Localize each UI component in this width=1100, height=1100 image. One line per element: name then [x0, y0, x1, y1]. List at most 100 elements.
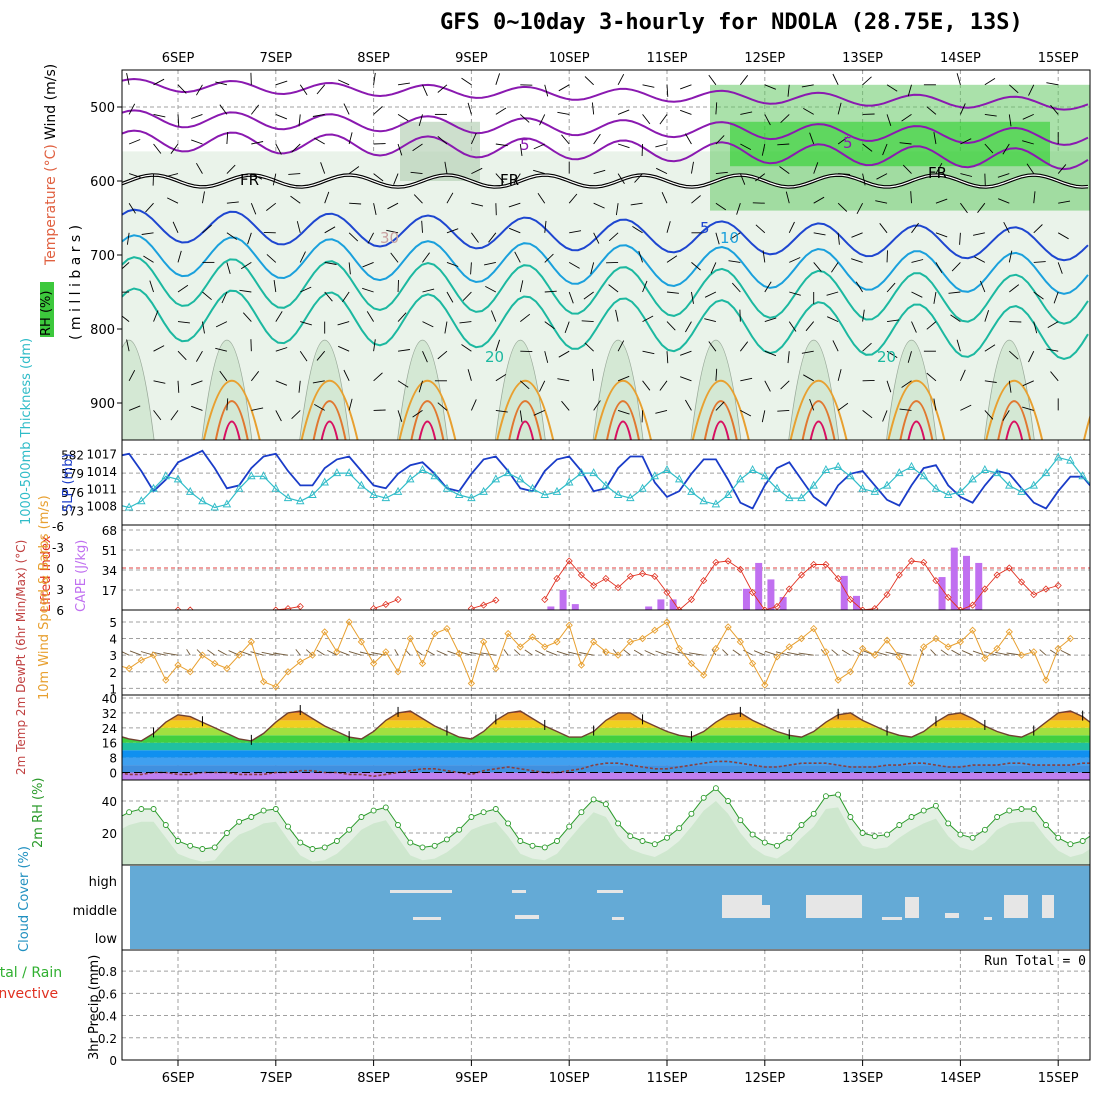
- wind-barb: [764, 350, 777, 357]
- ylabel-li: Lifted Index: [39, 535, 54, 612]
- wind-barb: [715, 171, 728, 175]
- wind-barb: [1033, 224, 1043, 234]
- wind-barb-10m: [436, 650, 448, 656]
- lifted-index-marker: [785, 585, 793, 593]
- wind-barb: [202, 321, 205, 334]
- wind-barb: [170, 410, 179, 421]
- cloud-clear-block: [1042, 895, 1054, 918]
- rh2m-marker: [896, 822, 903, 828]
- wind-barb: [76, 351, 80, 362]
- wind-speed-marker: [284, 668, 292, 676]
- thickness-marker: [271, 483, 281, 492]
- wind-barb-10m: [163, 652, 179, 656]
- wind-barb: [177, 321, 190, 324]
- wind-barb: [801, 350, 814, 354]
- temp-band: [122, 720, 1090, 728]
- wind-speed-marker: [590, 638, 598, 646]
- wind-speed-marker: [1005, 628, 1013, 636]
- thickness-line: [122, 456, 1090, 509]
- wind-barb: [593, 232, 600, 244]
- wind-barb: [128, 405, 141, 411]
- wind-barb: [153, 113, 166, 118]
- wind-speed-marker: [125, 664, 133, 673]
- cloud-clear-block: [390, 890, 452, 893]
- wind-speed-marker: [712, 644, 720, 653]
- thickness-marker: [222, 499, 232, 508]
- isotherm-warm: [496, 379, 555, 440]
- rh2m-marker: [382, 804, 389, 811]
- wind-barb: [685, 399, 692, 411]
- thickness-marker: [1091, 485, 1098, 492]
- wind-barb-10m: [722, 649, 729, 656]
- wind-barb: [519, 114, 530, 123]
- wind-barb: [642, 380, 651, 391]
- isotherm-warm: [300, 379, 359, 440]
- wind-speed-marker: [981, 654, 989, 663]
- ylabel-pressure: ( m i l l i b a r s ): [68, 225, 84, 340]
- wind-barb: [422, 351, 428, 363]
- y-tick-label-temp: 0: [109, 767, 117, 781]
- wind-speed-marker: [675, 644, 683, 653]
- wind-barb: [632, 226, 643, 234]
- wind-barb: [126, 73, 130, 85]
- wind-barb: [591, 368, 595, 381]
- thickness-marker: [369, 490, 378, 498]
- wind-barb: [73, 164, 81, 173]
- wind-barb: [177, 84, 187, 94]
- wind-speed-marker: [102, 662, 108, 668]
- ylabel-precip: 3hr Precip (mm): [87, 955, 102, 1060]
- rh2m-marker: [492, 806, 499, 812]
- x-tick-label-bottom: 15SEP: [1038, 1071, 1079, 1086]
- x-tick-label-bottom: 9SEP: [455, 1071, 488, 1086]
- x-tick-label-bottom: 6SEP: [162, 1071, 195, 1086]
- x-tick-label-top: 8SEP: [357, 51, 390, 66]
- wind-barb: [373, 173, 384, 182]
- wind-barb: [240, 262, 252, 270]
- wind-speed-marker: [198, 651, 207, 659]
- wind-barb-10m: [239, 650, 252, 656]
- cloud-clear-block: [612, 917, 624, 920]
- cape-bar: [755, 562, 763, 610]
- wind-barb: [809, 398, 815, 411]
- wind-barb: [739, 341, 749, 352]
- x-tick-label-bottom: 10SEP: [549, 1071, 590, 1086]
- rh2m-marker: [114, 816, 119, 821]
- wind-barb: [149, 280, 154, 293]
- lifted-index-marker: [895, 571, 903, 579]
- wind-barb: [666, 255, 678, 263]
- wind-barb: [762, 250, 766, 263]
- wind-barb: [882, 410, 888, 422]
- wind-barb: [299, 350, 308, 362]
- wind-barb: [715, 202, 727, 211]
- rh2m-marker: [749, 831, 756, 838]
- rh2m-marker: [505, 820, 512, 827]
- lifted-index-marker: [981, 585, 989, 593]
- wind-barb: [1008, 380, 1012, 393]
- thickness-marker: [968, 474, 977, 483]
- wind-speed-marker: [834, 676, 842, 684]
- wind-barb: [470, 399, 477, 411]
- thickness-marker: [687, 486, 696, 495]
- wind-barb: [935, 198, 948, 204]
- wind-barb: [789, 257, 801, 263]
- wind-barb-10m: [831, 649, 839, 656]
- wind-barb: [172, 221, 179, 233]
- lifted-index-marker: [1017, 578, 1026, 586]
- isotherm-warm: [1096, 401, 1100, 440]
- temp-band: [122, 757, 1090, 766]
- wind-barb: [471, 232, 479, 243]
- ylabel-cloud: Cloud Cover (%): [17, 846, 32, 952]
- rh2m-marker: [786, 834, 793, 841]
- wind-barb: [544, 84, 549, 97]
- wind-barb: [984, 78, 996, 86]
- wind-barb: [242, 312, 252, 322]
- wind-barb-10m: [896, 652, 912, 656]
- wind-barb: [886, 282, 896, 293]
- wind-speed-marker: [369, 659, 378, 668]
- wind-barb: [997, 173, 1010, 178]
- wind-speed-marker: [443, 624, 451, 633]
- wind-barb: [593, 133, 601, 145]
- lifted-index-marker: [626, 572, 634, 580]
- wind-barb: [984, 310, 990, 322]
- wind-barb-10m: [513, 649, 521, 656]
